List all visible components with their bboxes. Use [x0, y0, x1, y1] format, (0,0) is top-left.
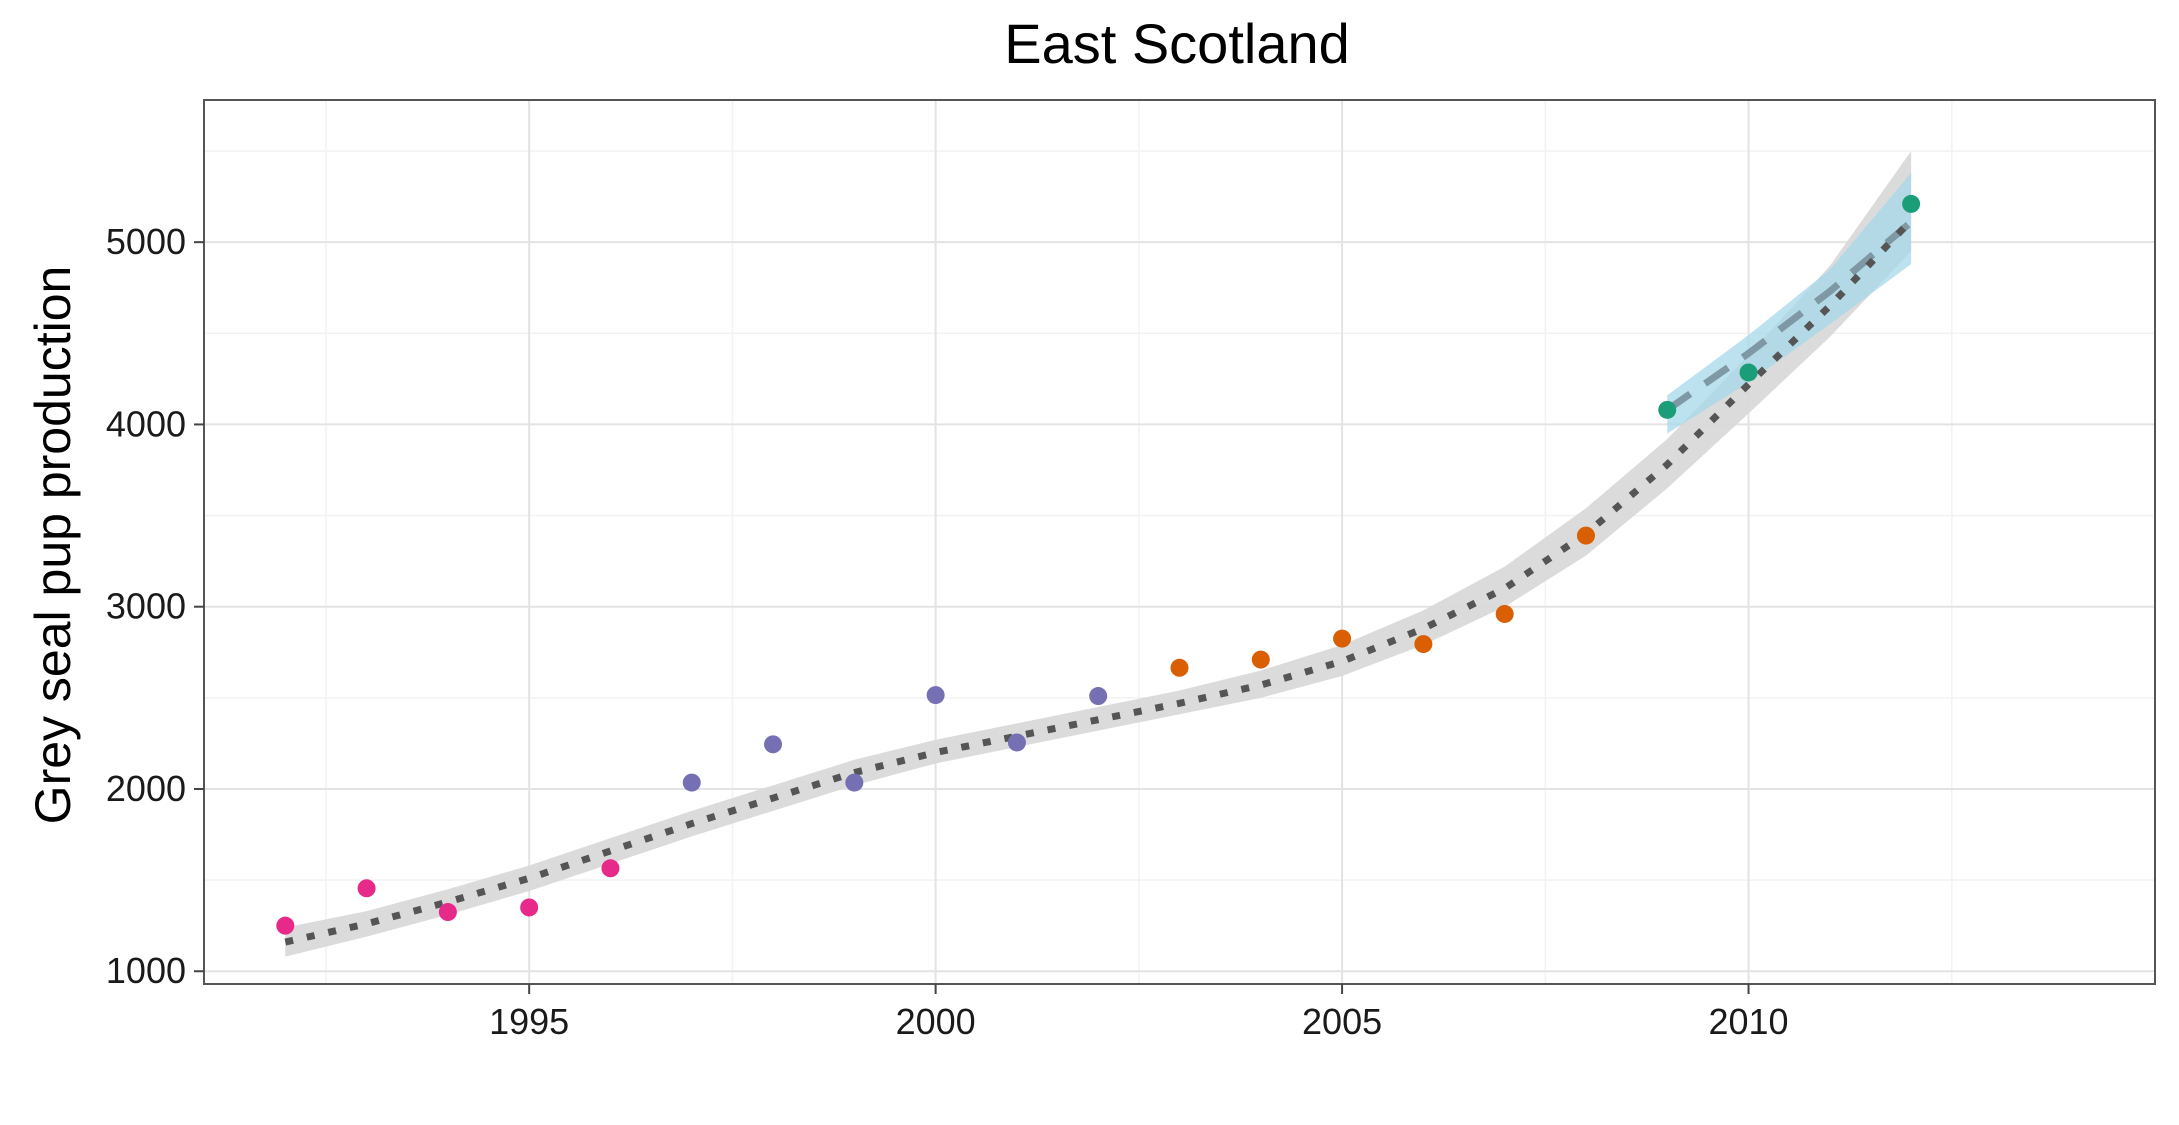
data-points — [276, 194, 1921, 935]
y-tick-label: 1000 — [106, 950, 186, 991]
data-point — [682, 773, 701, 792]
x-tick-label: 2005 — [1302, 1001, 1382, 1042]
x-tick-label: 1995 — [489, 1001, 569, 1042]
data-point — [601, 859, 620, 878]
x-tick-label: 2010 — [1708, 1001, 1788, 1042]
data-point — [1658, 400, 1677, 419]
data-point — [1007, 733, 1026, 752]
data-point — [357, 879, 376, 898]
data-point — [1495, 604, 1514, 623]
data-point — [926, 686, 945, 705]
recent-trend-line — [1665, 219, 1914, 413]
data-point — [520, 898, 539, 917]
y-tick-label: 3000 — [106, 586, 186, 627]
x-tick-label: 2000 — [896, 1001, 976, 1042]
plot-panel-border — [203, 99, 2156, 985]
overall-trend-line — [284, 217, 1914, 946]
trend-lines — [284, 217, 1914, 946]
data-point — [1333, 629, 1352, 648]
chart-title: East Scotland — [1004, 12, 1350, 75]
y-tick-label: 5000 — [106, 221, 186, 262]
data-point — [1739, 363, 1758, 382]
overall-trend-confidence-band — [285, 151, 1912, 957]
y-tick-label: 2000 — [106, 768, 186, 809]
data-point — [438, 903, 457, 922]
y-axis-title: Grey seal pup production — [25, 266, 81, 825]
y-tick-label: 4000 — [106, 403, 186, 444]
data-point — [1251, 650, 1270, 669]
axis-ticks: 1995 2000 2005 2010 1000 2000 3000 4000 5000 — [106, 221, 1789, 1042]
data-point — [276, 916, 295, 935]
data-point — [845, 773, 864, 792]
data-point — [1170, 658, 1189, 677]
data-point — [1576, 526, 1595, 545]
data-point — [1089, 687, 1108, 706]
data-point — [1414, 635, 1433, 654]
data-point — [1902, 194, 1921, 213]
data-point — [764, 735, 783, 754]
